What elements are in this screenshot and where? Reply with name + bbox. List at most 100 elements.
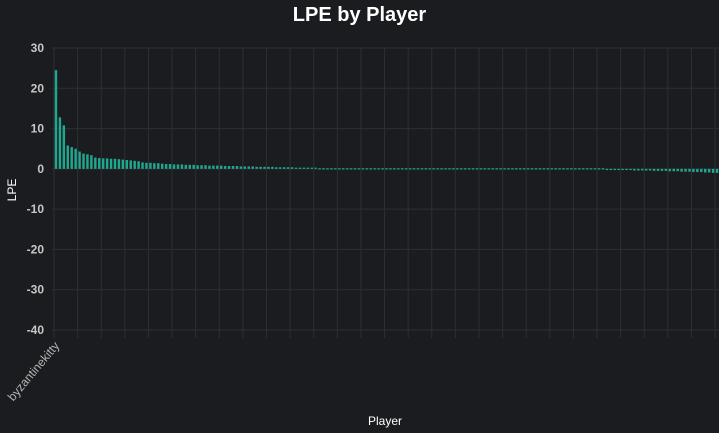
bar[interactable] <box>78 151 81 169</box>
bar[interactable] <box>243 166 247 169</box>
bar[interactable] <box>275 167 278 169</box>
bar[interactable] <box>129 160 132 169</box>
bar[interactable] <box>688 168 691 172</box>
bar[interactable] <box>62 125 66 169</box>
bar[interactable] <box>235 166 239 169</box>
bar[interactable] <box>239 166 243 169</box>
bar[interactable] <box>121 159 125 169</box>
bar[interactable] <box>648 168 652 171</box>
bar[interactable] <box>397 168 400 170</box>
bar[interactable] <box>373 168 376 170</box>
bar[interactable] <box>200 165 203 169</box>
bar[interactable] <box>58 117 62 169</box>
bar[interactable] <box>432 168 435 170</box>
bar[interactable] <box>54 70 58 169</box>
bar[interactable] <box>582 168 585 170</box>
bar[interactable] <box>656 168 660 171</box>
bar[interactable] <box>98 157 101 169</box>
bar[interactable] <box>436 168 439 170</box>
bar[interactable] <box>326 168 329 170</box>
bar[interactable] <box>109 158 113 169</box>
bar[interactable] <box>589 168 593 170</box>
bar[interactable] <box>605 168 609 171</box>
bar[interactable] <box>483 168 487 170</box>
bar[interactable] <box>310 167 313 169</box>
bar[interactable] <box>381 168 384 170</box>
bar[interactable] <box>562 168 565 170</box>
bar[interactable] <box>566 168 569 170</box>
bar[interactable] <box>428 168 432 170</box>
bar[interactable] <box>452 168 455 170</box>
bar[interactable] <box>546 168 550 170</box>
bar[interactable] <box>125 159 129 169</box>
bar[interactable] <box>463 168 467 170</box>
bar[interactable] <box>593 168 597 170</box>
bar[interactable] <box>715 168 719 173</box>
bar[interactable] <box>519 168 522 170</box>
bar[interactable] <box>526 168 530 170</box>
bar[interactable] <box>223 166 227 169</box>
bar[interactable] <box>227 166 231 169</box>
bar[interactable] <box>652 168 656 171</box>
bar[interactable] <box>676 168 679 172</box>
bar[interactable] <box>361 168 365 170</box>
bar[interactable] <box>507 168 510 170</box>
bar[interactable] <box>444 168 447 170</box>
bar[interactable] <box>117 159 121 169</box>
bar[interactable] <box>585 168 589 170</box>
bar[interactable] <box>353 168 357 170</box>
bar[interactable] <box>499 168 502 170</box>
bar[interactable] <box>385 168 388 170</box>
bar[interactable] <box>511 168 514 170</box>
bar[interactable] <box>570 168 573 170</box>
bar[interactable] <box>515 168 518 170</box>
bar[interactable] <box>558 168 561 170</box>
bar[interactable] <box>711 168 715 173</box>
bar[interactable] <box>401 168 404 170</box>
bar[interactable] <box>74 148 77 169</box>
bar[interactable] <box>408 168 412 170</box>
bar[interactable] <box>684 168 687 172</box>
bar[interactable] <box>660 168 664 171</box>
bar[interactable] <box>550 168 553 170</box>
bar[interactable] <box>90 155 93 169</box>
bar[interactable] <box>101 158 105 169</box>
bar[interactable] <box>672 168 675 172</box>
bar[interactable] <box>153 163 156 169</box>
bar[interactable] <box>633 168 636 171</box>
bar[interactable] <box>192 164 195 169</box>
bar[interactable] <box>294 167 298 169</box>
bar[interactable] <box>286 167 290 169</box>
bar[interactable] <box>692 168 695 173</box>
bar[interactable] <box>349 168 353 170</box>
bar[interactable] <box>365 168 369 170</box>
bar[interactable] <box>220 165 223 169</box>
bar[interactable] <box>172 164 176 169</box>
bar[interactable] <box>538 168 542 170</box>
bar[interactable] <box>255 166 258 169</box>
bar[interactable] <box>621 168 624 171</box>
bar[interactable] <box>424 168 428 170</box>
bar[interactable] <box>271 166 274 169</box>
bar[interactable] <box>279 167 282 169</box>
bar[interactable] <box>267 166 270 169</box>
bar[interactable] <box>707 168 711 173</box>
bar[interactable] <box>196 165 199 169</box>
bar[interactable] <box>625 168 628 171</box>
bar[interactable] <box>322 168 325 170</box>
bar[interactable] <box>479 168 483 170</box>
bar[interactable] <box>180 164 184 169</box>
bar[interactable] <box>306 167 310 169</box>
bar[interactable] <box>298 167 302 169</box>
bar[interactable] <box>420 168 424 170</box>
bar[interactable] <box>66 145 69 169</box>
bar[interactable] <box>554 168 557 170</box>
bar[interactable] <box>204 165 207 169</box>
bar[interactable] <box>475 168 479 170</box>
bar[interactable] <box>145 162 148 169</box>
bar[interactable] <box>456 168 459 170</box>
bar[interactable] <box>503 168 506 170</box>
bar[interactable] <box>412 168 416 170</box>
bar[interactable] <box>523 168 526 170</box>
bar[interactable] <box>668 168 672 172</box>
